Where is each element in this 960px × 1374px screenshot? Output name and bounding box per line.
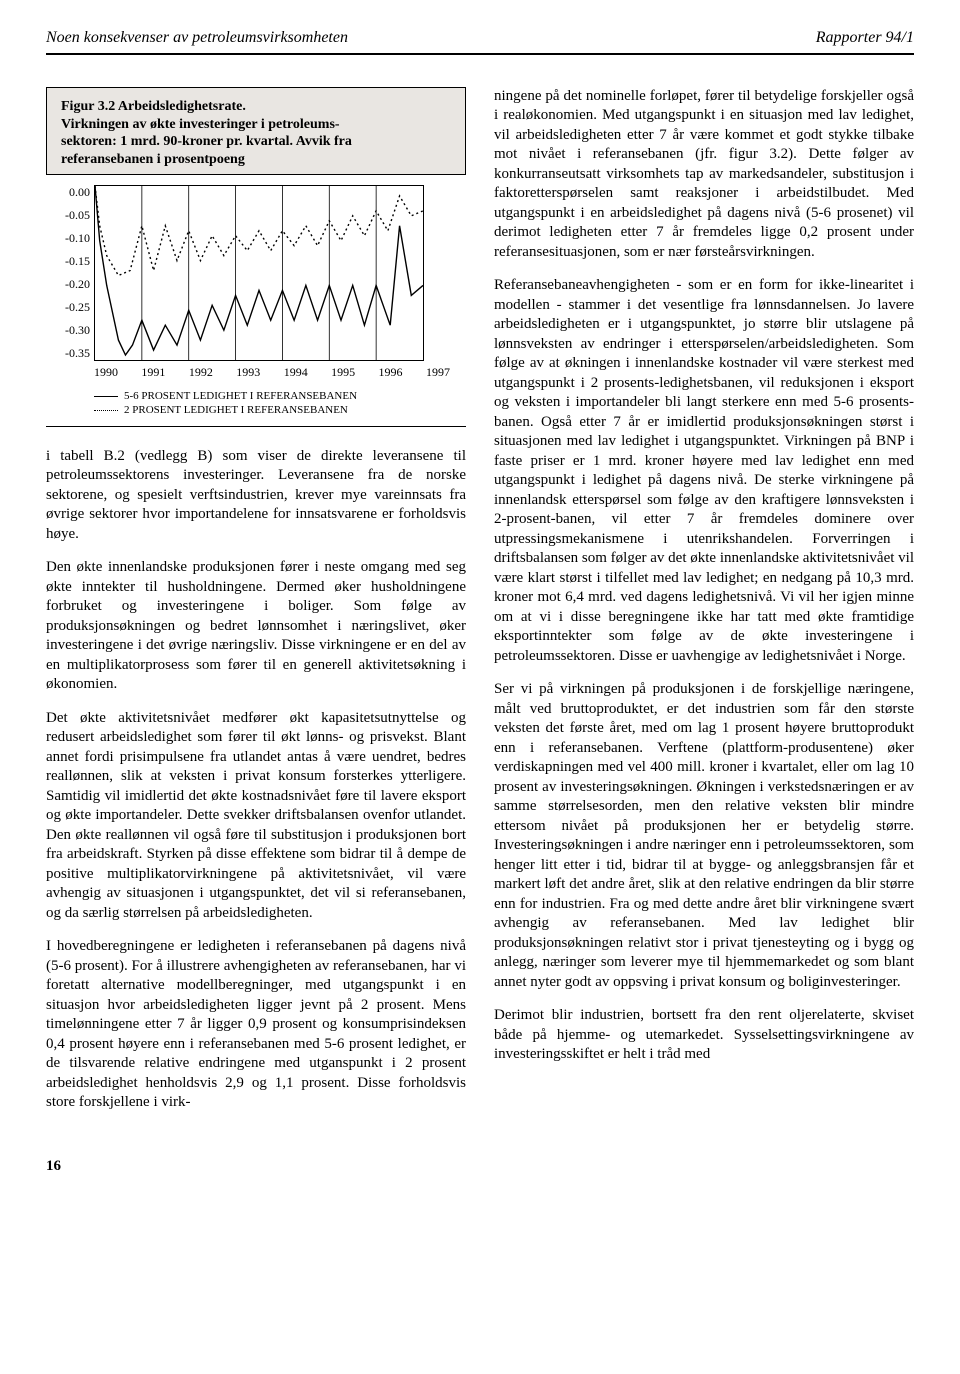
body-paragraph: Den økte innenlandske produksjonen fører… [46,558,466,695]
figure-subtitle-1: Virkningen av økte investeringer i petro… [61,116,451,134]
y-tick-label: -0.35 [58,346,90,362]
x-axis-labels: 1990 1991 1992 1993 1994 1995 1996 1997 [94,365,454,381]
body-paragraph: Derimot blir industrien, bortsett fra de… [494,1006,914,1065]
x-tick-label: 1996 [379,365,403,381]
x-tick-label: 1993 [236,365,260,381]
body-paragraph: ningene på det nominelle forløpet, fører… [494,87,914,263]
right-column: ningene på det nominelle forløpet, fører… [494,87,914,1127]
figure-subtitle-3: referansebanen i prosentpoeng [61,151,451,169]
x-tick-label: 1994 [284,365,308,381]
legend-item-2: 2 PROSENT LEDIGHET I REFERANSEBANEN [94,403,454,417]
body-paragraph: i tabell B.2 (vedlegg B) som viser de di… [46,447,466,545]
y-tick-label: -0.05 [58,208,90,224]
figure-title: Figur 3.2 Arbeidsledighetsrate. [61,98,451,116]
y-tick-label: -0.30 [58,323,90,339]
y-tick-label: 0.00 [58,185,90,201]
legend-label-2: 2 PROSENT LEDIGHET I REFERANSEBANEN [124,403,348,417]
body-paragraph: Referansebaneavhengigheten - som er en f… [494,276,914,666]
x-tick-label: 1995 [331,365,355,381]
legend-line-solid-icon [94,396,118,397]
body-paragraph: Det økte aktivitetsnivået medfører økt k… [46,709,466,924]
y-tick-label: -0.15 [58,254,90,270]
left-column: Figur 3.2 Arbeidsledighetsrate. Virkning… [46,87,466,1127]
body-paragraph: Ser vi på virkningen på produksjonen i d… [494,680,914,992]
header-right: Rapporter 94/1 [816,28,914,49]
right-body-text: ningene på det nominelle forløpet, fører… [494,87,914,1065]
left-body-text: i tabell B.2 (vedlegg B) som viser de di… [46,447,466,1113]
legend-line-dotted-icon [94,410,118,411]
y-tick-label: -0.10 [58,231,90,247]
x-tick-label: 1997 [426,365,450,381]
page-number: 16 [46,1157,914,1177]
header-left: Noen konsekvenser av petroleumsvirksomhe… [46,28,348,49]
page-header: Noen konsekvenser av petroleumsvirksomhe… [46,28,914,55]
legend-item-1: 5-6 PROSENT LEDIGHET I REFERANSEBANEN [94,389,454,403]
chart-container: 0.00-0.05-0.10-0.15-0.20-0.25-0.30-0.35 … [46,175,466,426]
y-tick-label: -0.20 [58,277,90,293]
chart-legend: 5-6 PROSENT LEDIGHET I REFERANSEBANEN 2 … [94,389,454,418]
x-tick-label: 1991 [141,365,165,381]
two-column-layout: Figur 3.2 Arbeidsledighetsrate. Virkning… [46,87,914,1127]
x-tick-label: 1992 [189,365,213,381]
figure-subtitle-2: sektoren: 1 mrd. 90-kroner pr. kvartal. … [61,133,451,151]
figure-caption-box: Figur 3.2 Arbeidsledighetsrate. Virkning… [46,87,466,176]
y-tick-label: -0.25 [58,300,90,316]
y-axis-labels: 0.00 -0.05 -0.10 -0.15 -0.20 -0.25 -0.30 -0.35 [58,185,90,361]
body-paragraph: I hovedberegningene er ledigheten i refe… [46,937,466,1113]
legend-label-1: 5-6 PROSENT LEDIGHET I REFERANSEBANEN [124,389,357,403]
line-chart [94,185,424,361]
x-tick-label: 1990 [94,365,118,381]
